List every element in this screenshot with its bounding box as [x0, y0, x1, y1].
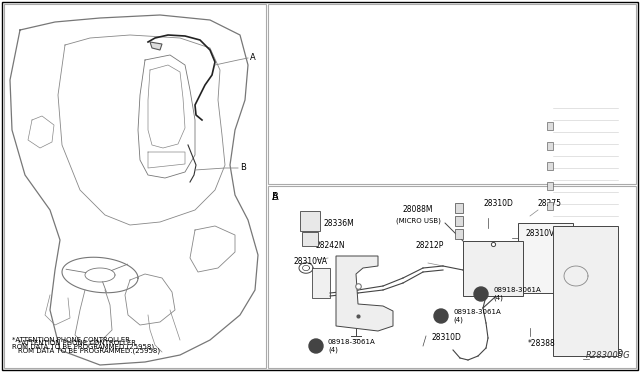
Circle shape — [474, 287, 488, 301]
Bar — [300, 211, 320, 231]
Text: 25370D: 25370D — [336, 314, 366, 323]
Text: B: B — [272, 192, 279, 202]
Text: B: B — [240, 164, 246, 173]
Bar — [463, 241, 523, 296]
Text: 28088M: 28088M — [403, 205, 433, 214]
Text: 28310D: 28310D — [483, 199, 513, 208]
Text: 28275: 28275 — [538, 199, 562, 208]
Text: N: N — [479, 292, 483, 296]
Text: 08918-3061A
(4): 08918-3061A (4) — [328, 339, 376, 353]
Text: A: A — [250, 54, 256, 62]
Text: 28310VA: 28310VA — [294, 257, 328, 266]
Bar — [455, 229, 463, 239]
Text: 28310V: 28310V — [526, 230, 556, 238]
Bar — [553, 226, 618, 356]
Polygon shape — [336, 256, 393, 331]
Text: 28310D: 28310D — [431, 334, 461, 343]
Text: A: A — [272, 192, 278, 202]
Bar — [312, 268, 330, 298]
Text: *28388: *28388 — [528, 340, 556, 349]
Text: *ATTENTION PHONE CONTROLLER
ROM DATA TO BE PROGRAMMED.(25958): *ATTENTION PHONE CONTROLLER ROM DATA TO … — [18, 340, 160, 353]
Bar — [547, 202, 553, 210]
Text: 28212P: 28212P — [416, 241, 444, 250]
Text: 25370D: 25370D — [594, 349, 624, 357]
Text: N: N — [314, 343, 318, 349]
Text: 25390G: 25390G — [568, 244, 598, 253]
Text: 28242N: 28242N — [316, 241, 346, 250]
Bar — [302, 232, 318, 246]
Bar — [268, 4, 636, 184]
Bar — [455, 216, 463, 226]
Text: (MICRO USB): (MICRO USB) — [396, 218, 440, 224]
Text: 28336M: 28336M — [323, 219, 354, 228]
Bar — [547, 182, 553, 190]
Text: R283005G: R283005G — [586, 351, 630, 360]
Bar — [547, 122, 553, 130]
Text: 08918-3061A
(4): 08918-3061A (4) — [453, 309, 500, 323]
Bar — [455, 203, 463, 213]
Bar — [573, 338, 608, 353]
Circle shape — [434, 309, 448, 323]
Bar — [563, 273, 618, 338]
Bar — [547, 142, 553, 150]
Text: 08918-3061A
(4): 08918-3061A (4) — [493, 287, 541, 301]
Polygon shape — [150, 42, 162, 50]
Text: *ATTENTION PHONE CONTROLLER
ROM DATA TO BE PROGRAMMED.(25958): *ATTENTION PHONE CONTROLLER ROM DATA TO … — [12, 337, 154, 350]
Bar — [518, 223, 573, 293]
Bar — [547, 162, 553, 170]
Text: N: N — [438, 314, 444, 318]
Bar — [4, 4, 266, 368]
Circle shape — [309, 339, 323, 353]
Bar — [268, 186, 636, 368]
